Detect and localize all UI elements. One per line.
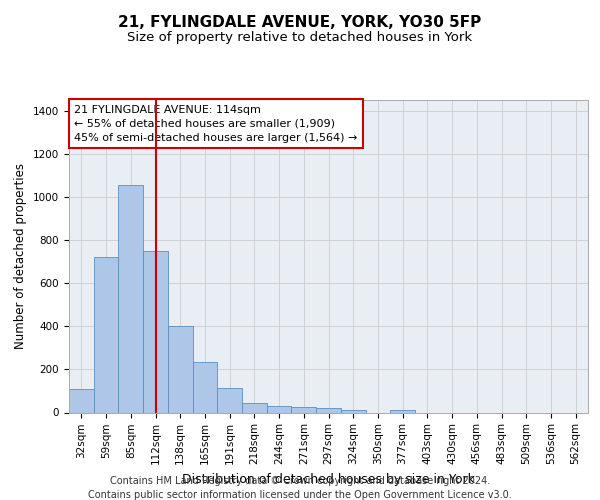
Bar <box>193 362 217 412</box>
Text: Contains HM Land Registry data © Crown copyright and database right 2024.
Contai: Contains HM Land Registry data © Crown c… <box>88 476 512 500</box>
Bar <box>69 389 94 412</box>
Bar <box>217 388 242 412</box>
Bar <box>168 326 193 412</box>
Text: 21, FYLINGDALE AVENUE, YORK, YO30 5FP: 21, FYLINGDALE AVENUE, YORK, YO30 5FP <box>118 15 482 30</box>
Text: 21 FYLINGDALE AVENUE: 114sqm
← 55% of detached houses are smaller (1,909)
45% of: 21 FYLINGDALE AVENUE: 114sqm ← 55% of de… <box>74 104 358 142</box>
Bar <box>118 184 143 412</box>
Y-axis label: Number of detached properties: Number of detached properties <box>14 163 28 349</box>
X-axis label: Distribution of detached houses by size in York: Distribution of detached houses by size … <box>182 472 475 486</box>
Text: Size of property relative to detached houses in York: Size of property relative to detached ho… <box>127 31 473 44</box>
Bar <box>292 407 316 412</box>
Bar <box>341 410 365 412</box>
Bar <box>94 257 118 412</box>
Bar <box>242 403 267 412</box>
Bar <box>316 408 341 412</box>
Bar <box>267 406 292 412</box>
Bar <box>390 410 415 412</box>
Bar <box>143 252 168 412</box>
